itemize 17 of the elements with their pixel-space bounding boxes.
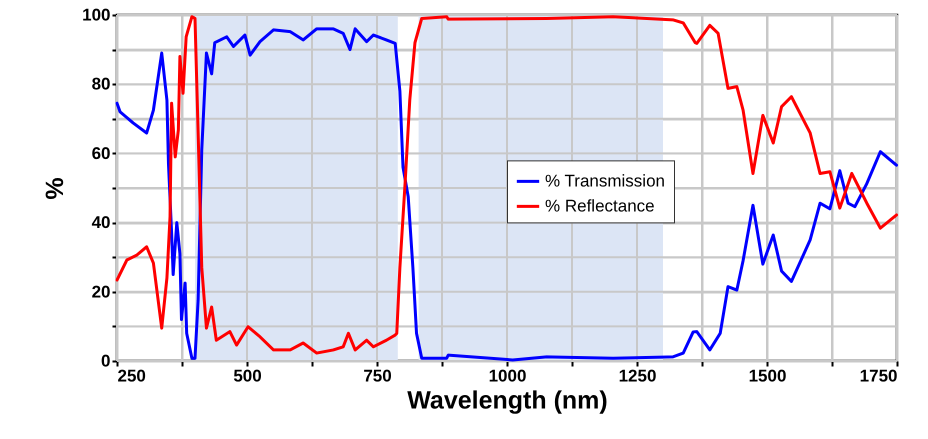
x-tick-label: 1000 (488, 366, 526, 386)
x-tick-label: 1500 (748, 366, 786, 386)
y-axis-title: % (41, 177, 70, 200)
y-tick-label: 80 (92, 74, 110, 94)
legend-label: % Transmission (545, 171, 665, 190)
x-tick-label: 1250 (618, 366, 656, 386)
x-tick-label: 250 (118, 366, 146, 386)
y-tick-label: 60 (92, 144, 110, 163)
y-tick-label: 100 (82, 6, 110, 24)
y-tick-label: 20 (92, 282, 110, 302)
x-axis-title: Wavelength (nm) (407, 386, 608, 414)
legend-label: % Reflectance (545, 196, 655, 216)
y-tick-label: 40 (92, 213, 110, 232)
x-tick-label: 500 (233, 366, 262, 386)
x-tick-label: 750 (363, 366, 392, 386)
x-tick-label: 1750 (860, 366, 898, 386)
y-tick-label: 0 (101, 352, 110, 370)
